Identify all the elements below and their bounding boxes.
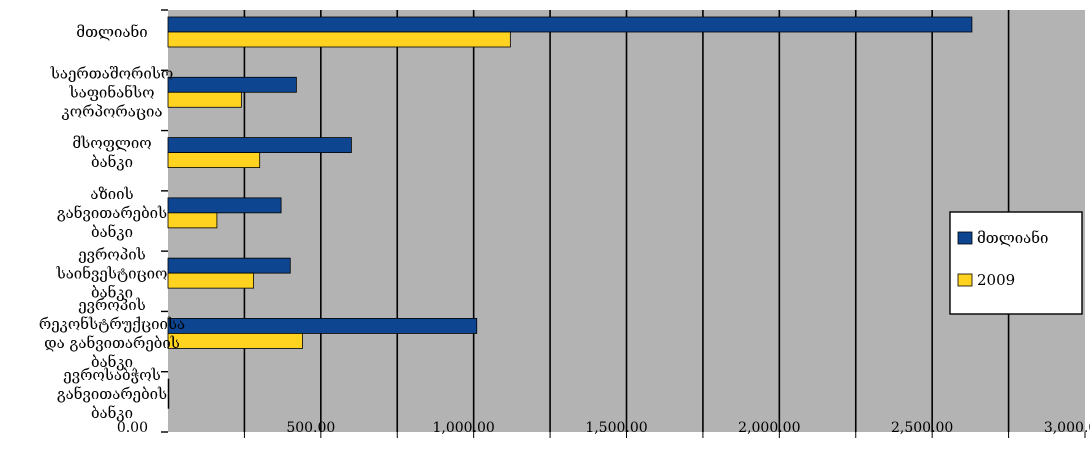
x-tick-label: 2,000.00 xyxy=(738,420,800,436)
bar-year-3 xyxy=(167,212,218,229)
category-label-line: ევროპის xyxy=(78,296,146,314)
category-label: ევროპის რეკონსტრუქციისა და განვითარების ბან… xyxy=(39,296,185,371)
bar-total-4 xyxy=(167,257,291,274)
x-tick-label: 0.00 xyxy=(117,420,148,436)
category-label: საერთაშორისო საფინანსო კორპორაცია xyxy=(50,64,174,120)
category-label-line: ბანკი xyxy=(91,153,133,171)
category-label-line: მთლიანი xyxy=(76,23,147,41)
category-label-line: აზიის xyxy=(90,185,133,203)
bar-year-1 xyxy=(167,91,242,108)
category-label-line: საერთაშორისო xyxy=(50,64,174,82)
category-label-line: და განვითარების xyxy=(44,334,180,352)
bar-year-4 xyxy=(167,272,254,289)
category-label-line: რეკონსტრუქციისა xyxy=(39,315,185,333)
legend-label: მთლიანი xyxy=(977,229,1048,247)
legend-box xyxy=(949,211,1083,315)
x-tick-label: 2,500.00 xyxy=(891,420,953,436)
bar-total-1 xyxy=(167,76,297,93)
category-label-line: ევროსაბჭოს xyxy=(63,366,160,384)
category-label-line: ბანკი xyxy=(91,353,133,371)
bar-total-3 xyxy=(167,197,282,214)
category-label: ევროსაბჭოს განვითარების ბანკი xyxy=(57,366,167,422)
category-label-line: განვითარების xyxy=(57,204,167,222)
x-tick-label: 3,000.00 xyxy=(1044,420,1090,436)
bar-total-0 xyxy=(167,16,973,33)
category-label-line: მსოფლიო xyxy=(72,134,151,152)
category-label-line: ბანკი xyxy=(91,223,133,241)
category-label-line: განვითარების xyxy=(57,385,167,403)
category-label: მთლიანი xyxy=(76,23,147,41)
category-label: ევროპის საინვესტიციო ბანკი xyxy=(56,245,168,301)
bar-year-5 xyxy=(167,333,303,349)
x-tick-label: 1,000.00 xyxy=(432,420,494,436)
bar-year-2 xyxy=(167,152,261,168)
legend-label: 2009 xyxy=(977,271,1015,289)
bar-year-0 xyxy=(167,31,511,48)
category-label-line: ევროპის xyxy=(78,245,146,263)
x-tick-label: 500.00 xyxy=(286,420,335,436)
category-label-line: ბანკი xyxy=(91,283,133,301)
bar-total-2 xyxy=(167,137,352,153)
bar-total-5 xyxy=(167,318,478,334)
category-label-line: საფინანსო xyxy=(69,83,155,101)
category-label: აზიის განვითარების ბანკი xyxy=(57,185,167,241)
legend-swatch xyxy=(957,231,973,245)
category-label-line: კორპორაცია xyxy=(62,102,163,120)
legend-swatch xyxy=(957,273,973,287)
x-tick-label: 1,500.00 xyxy=(585,420,647,436)
category-label-line: ბანკი xyxy=(91,404,133,422)
chart-legend: მთლიანი 2009 xyxy=(949,211,1083,315)
category-label-line: საინვესტიციო xyxy=(56,264,168,282)
category-label: მსოფლიო ბანკი xyxy=(72,134,151,171)
